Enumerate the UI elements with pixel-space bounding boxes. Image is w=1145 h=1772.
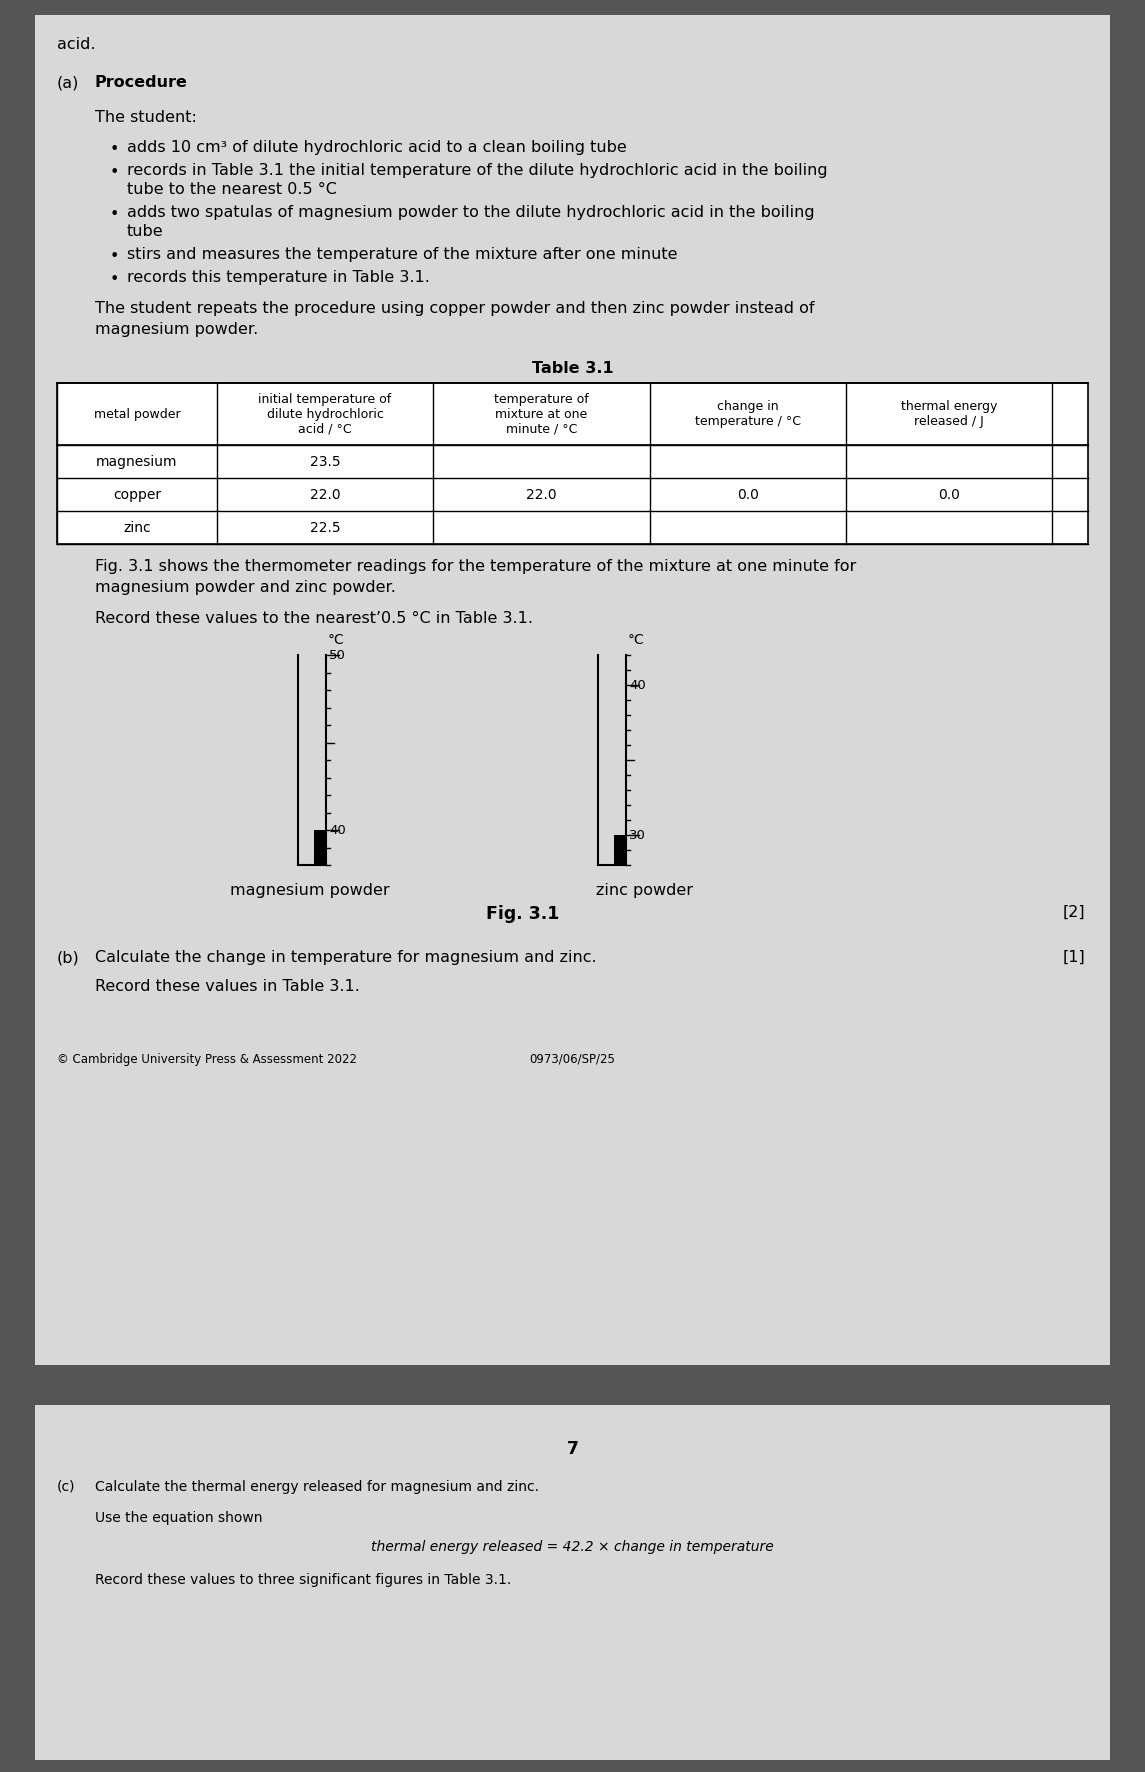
Text: 7: 7 (567, 1441, 578, 1458)
Text: 0.0: 0.0 (938, 487, 960, 501)
Text: change in
temperature / °C: change in temperature / °C (695, 400, 800, 429)
Text: (c): (c) (57, 1480, 76, 1494)
Text: 50: 50 (329, 649, 346, 661)
Text: Use the equation shown: Use the equation shown (95, 1512, 262, 1526)
Text: © Cambridge University Press & Assessment 2022: © Cambridge University Press & Assessmen… (57, 1053, 357, 1067)
Text: magnesium powder: magnesium powder (230, 882, 389, 898)
Text: [1]: [1] (1063, 950, 1085, 966)
Text: Table 3.1: Table 3.1 (531, 361, 614, 376)
Text: tube: tube (127, 223, 164, 239)
Text: Record these values to three significant figures in Table 3.1.: Record these values to three significant… (95, 1574, 512, 1588)
Text: acid.: acid. (57, 37, 95, 51)
Text: The student:: The student: (95, 110, 197, 126)
Text: Calculate the change in temperature for magnesium and zinc.: Calculate the change in temperature for … (95, 950, 597, 966)
Text: magnesium powder and zinc powder.: magnesium powder and zinc powder. (95, 579, 396, 595)
Text: 22.0: 22.0 (527, 487, 556, 501)
Text: 22.5: 22.5 (310, 521, 340, 535)
Text: The student repeats the procedure using copper powder and then zinc powder inste: The student repeats the procedure using … (95, 301, 814, 315)
Text: 40: 40 (329, 824, 346, 836)
Text: copper: copper (113, 487, 161, 501)
Text: Record these values in Table 3.1.: Record these values in Table 3.1. (95, 978, 360, 994)
Text: magnesium: magnesium (96, 454, 177, 468)
Text: 23.5: 23.5 (310, 454, 340, 468)
Text: °C: °C (327, 633, 345, 647)
Text: Record these values to the nearestʼ0.5 °C in Table 3.1.: Record these values to the nearestʼ0.5 °… (95, 611, 534, 626)
Text: adds two spatulas of magnesium powder to the dilute hydrochloric acid in the boi: adds two spatulas of magnesium powder to… (127, 206, 814, 220)
Text: zinc: zinc (124, 521, 151, 535)
Text: magnesium powder.: magnesium powder. (95, 323, 259, 337)
Text: •: • (110, 271, 119, 287)
Text: records in Table 3.1 the initial temperature of the dilute hydrochloric acid in : records in Table 3.1 the initial tempera… (127, 163, 828, 177)
Bar (57, 383, 1088, 544)
Text: stirs and measures the temperature of the mixture after one minute: stirs and measures the temperature of th… (127, 246, 678, 262)
Text: initial temperature of
dilute hydrochloric
acid / °C: initial temperature of dilute hydrochlor… (259, 393, 392, 436)
Bar (35, 14, 1110, 1364)
Text: •: • (110, 250, 119, 264)
Text: records this temperature in Table 3.1.: records this temperature in Table 3.1. (127, 269, 429, 285)
Bar (314, 829, 326, 865)
Text: thermal energy
released / J: thermal energy released / J (901, 400, 997, 429)
Text: Calculate the thermal energy released for magnesium and zinc.: Calculate the thermal energy released fo… (95, 1480, 539, 1494)
Text: zinc powder: zinc powder (597, 882, 694, 898)
Text: 0973/06/SP/25: 0973/06/SP/25 (529, 1053, 616, 1067)
Text: metal powder: metal powder (94, 408, 180, 420)
Text: 22.0: 22.0 (310, 487, 340, 501)
Text: 40: 40 (629, 679, 646, 691)
Text: 0.0: 0.0 (737, 487, 759, 501)
Text: temperature of
mixture at one
minute / °C: temperature of mixture at one minute / °… (495, 393, 589, 436)
Text: 30: 30 (629, 829, 646, 842)
Bar (35, 1405, 1110, 1760)
Text: Procedure: Procedure (95, 74, 188, 90)
Text: °C: °C (627, 633, 645, 647)
Text: thermal energy released = 42.2 × change in temperature: thermal energy released = 42.2 × change … (371, 1540, 774, 1554)
Text: (b): (b) (57, 950, 80, 966)
Text: Fig. 3.1 shows the thermometer readings for the temperature of the mixture at on: Fig. 3.1 shows the thermometer readings … (95, 558, 856, 574)
Text: Fig. 3.1: Fig. 3.1 (485, 905, 559, 923)
Text: tube to the nearest 0.5 °C: tube to the nearest 0.5 °C (127, 183, 337, 197)
Bar (614, 835, 626, 865)
Text: •: • (110, 207, 119, 222)
Text: •: • (110, 165, 119, 181)
Text: [2]: [2] (1063, 905, 1085, 920)
Text: •: • (110, 142, 119, 158)
Text: (a): (a) (57, 74, 79, 90)
Text: adds 10 cm³ of dilute hydrochloric acid to a clean boiling tube: adds 10 cm³ of dilute hydrochloric acid … (127, 140, 626, 154)
